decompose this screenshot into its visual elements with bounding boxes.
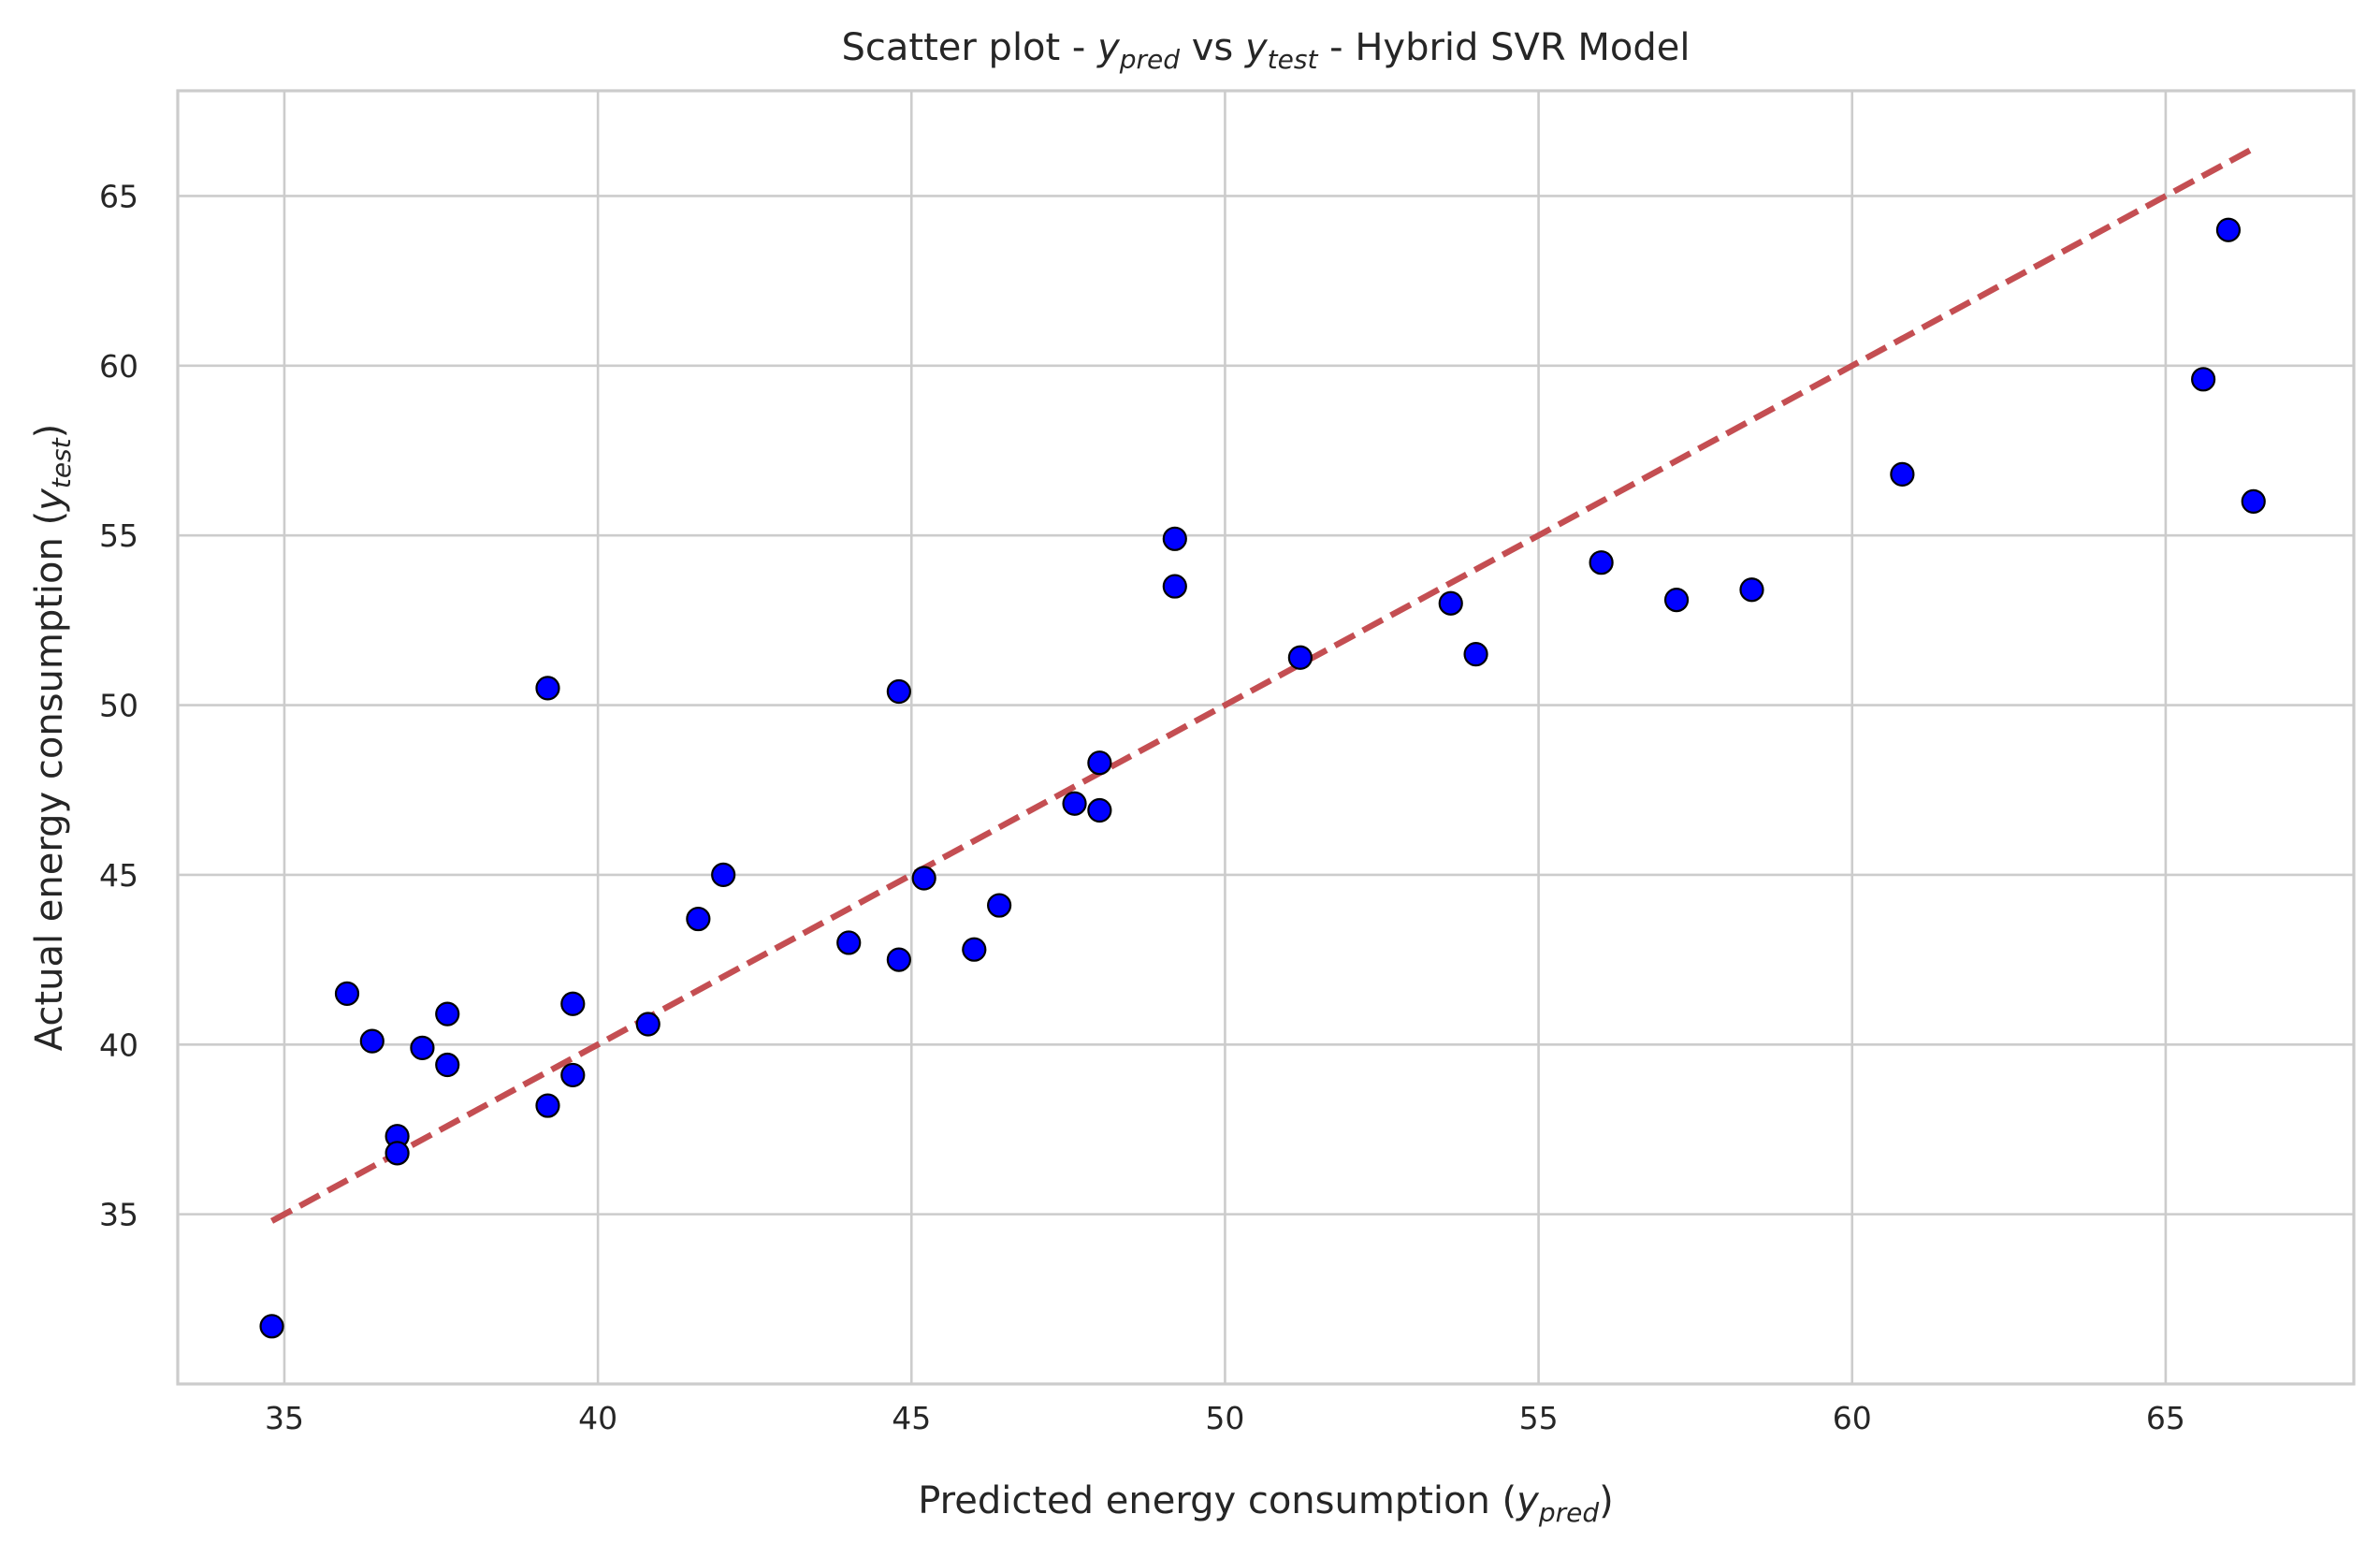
data-point [1890, 461, 1915, 487]
data-point [435, 1001, 460, 1027]
data-point [334, 981, 360, 1006]
data-point [410, 1035, 435, 1060]
data-point [1162, 574, 1187, 599]
y-tick-label: 40 [99, 1027, 138, 1063]
plot-frame [176, 89, 2356, 1386]
data-point [560, 991, 586, 1016]
data-point [259, 1314, 284, 1339]
data-point [435, 1052, 460, 1078]
x-tick-label: 45 [892, 1400, 931, 1436]
data-point [711, 862, 736, 888]
x-tick-label: 35 [265, 1400, 304, 1436]
data-point [1162, 526, 1187, 551]
x-tick-label: 40 [578, 1400, 617, 1436]
data-point [1438, 590, 1463, 616]
data-point [962, 937, 987, 962]
data-point [1589, 550, 1614, 575]
data-point [2215, 217, 2242, 242]
data-point [987, 893, 1012, 918]
y-tick-label: 35 [99, 1197, 138, 1233]
data-point [2241, 488, 2266, 515]
chart-title: Scatter plot - ypred vs ytest - Hybrid S… [842, 26, 1691, 75]
y-tick-label: 50 [99, 688, 138, 724]
x-tick-label: 65 [2146, 1400, 2185, 1436]
data-point [886, 678, 911, 705]
grid-layer [178, 91, 2354, 1384]
data-point [535, 1093, 560, 1118]
y-tick-label: 45 [99, 857, 138, 894]
x-tick-labels: 35 40 45 50 55 60 65 [265, 1400, 2185, 1436]
points-layer [259, 217, 2266, 1339]
reference-line-layer [270, 145, 2256, 1224]
data-point [1663, 587, 1690, 613]
data-point [836, 930, 862, 955]
x-tick-label: 55 [1519, 1400, 1559, 1436]
y-tick-label: 60 [99, 348, 138, 385]
data-point [686, 906, 711, 932]
data-point [1739, 577, 1764, 603]
data-point [359, 1028, 385, 1054]
data-point [385, 1141, 410, 1166]
data-point [560, 1062, 586, 1088]
data-point [911, 866, 936, 891]
data-point [1087, 797, 1112, 823]
data-point [635, 1012, 660, 1037]
y-tick-label: 55 [99, 517, 138, 554]
x-tick-label: 60 [1833, 1400, 1872, 1436]
data-point [1062, 791, 1087, 816]
reference-line [270, 145, 2256, 1224]
y-axis-label: Actual energy consumption (ytest) [28, 424, 77, 1051]
data-point [2191, 367, 2216, 392]
data-point [1287, 645, 1313, 670]
data-point [886, 947, 911, 972]
data-point [1087, 750, 1112, 776]
x-tick-label: 50 [1205, 1400, 1244, 1436]
y-tick-label: 65 [99, 178, 138, 214]
data-point [535, 676, 560, 701]
y-tick-labels: 35 40 45 50 55 60 65 [99, 178, 138, 1232]
data-point [1463, 642, 1488, 667]
x-axis-label: Predicted energy consumption (ypred) [918, 1479, 1613, 1528]
